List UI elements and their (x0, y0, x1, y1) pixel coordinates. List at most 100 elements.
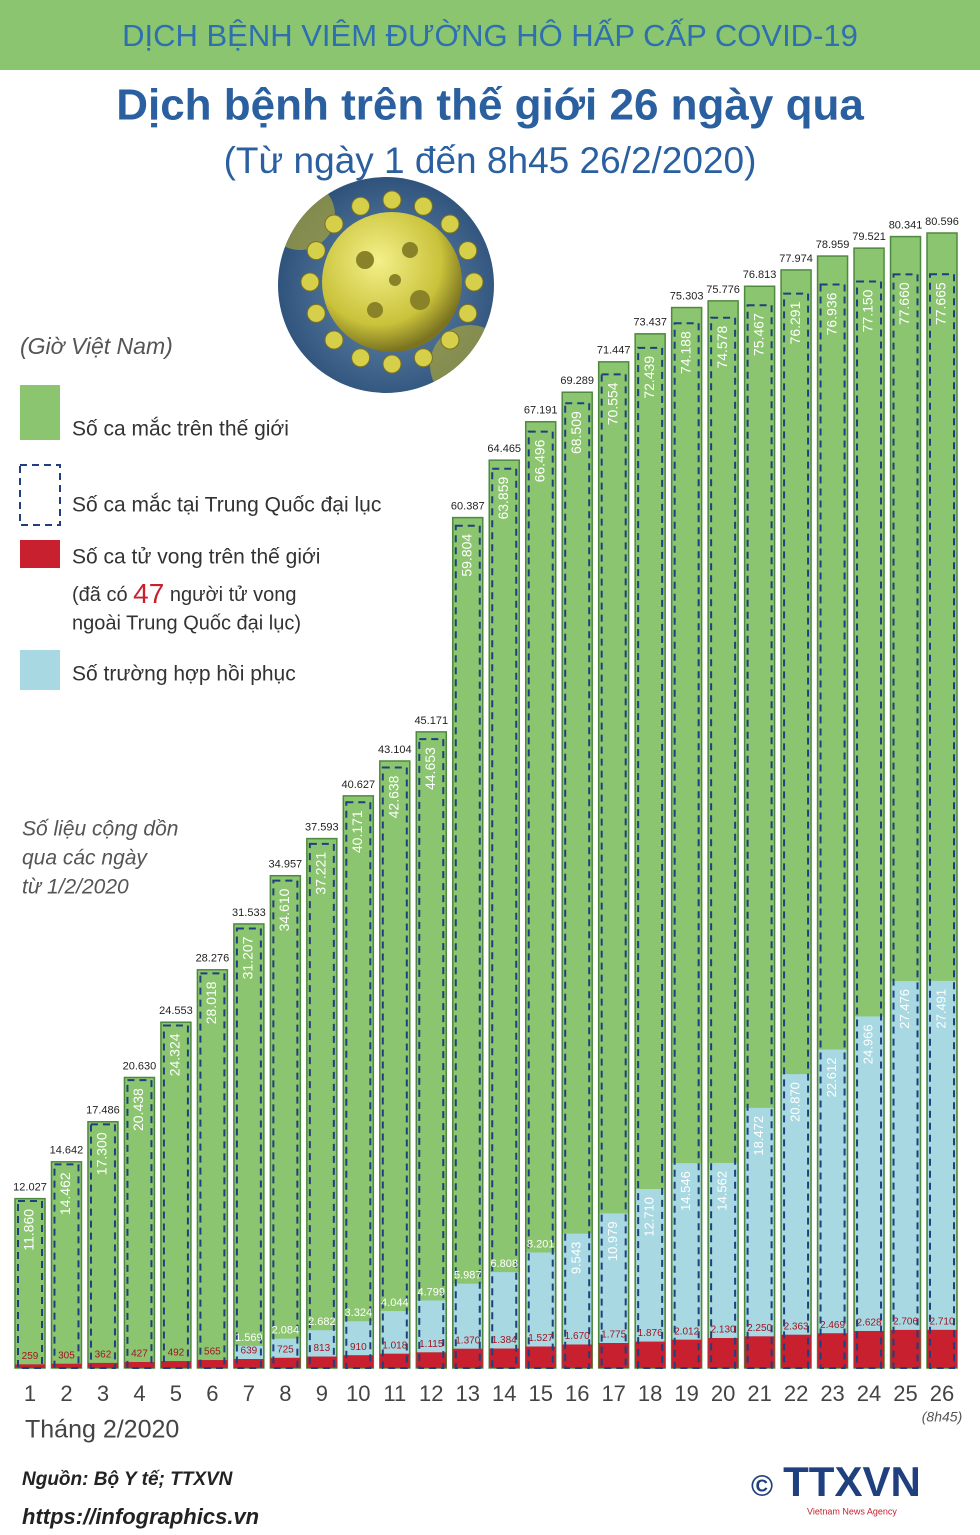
x-tick-label: 11 (383, 1381, 406, 1406)
x-tick-label: 2 (60, 1381, 72, 1406)
recovered-value-label: 2.084 (272, 1325, 300, 1337)
world-bar (415, 731, 448, 1369)
death-note: (đã có 47 người tử vong (72, 578, 297, 609)
china-value-label: 34.610 (276, 888, 292, 931)
x-tick-label: 1 (24, 1381, 36, 1406)
china-value-label: 74.578 (714, 326, 730, 369)
world-value-label: 76.813 (743, 269, 777, 281)
china-bar (819, 283, 846, 1370)
china-value-label: 76.936 (823, 292, 839, 335)
header: DỊCH BỆNH VIÊM ĐƯỜNG HÔ HẤP CẤP COVID-19 (122, 18, 858, 53)
china-value-label: 37.221 (313, 852, 329, 895)
recovered-bar (891, 981, 920, 1368)
url: https://infographics.vn (22, 1504, 259, 1529)
recovered-bar (855, 1016, 884, 1368)
recovered-bar (782, 1074, 811, 1368)
china-value-label: 11.860 (21, 1209, 37, 1251)
world-value-label: 20.630 (123, 1060, 157, 1072)
death-bar (87, 1362, 118, 1368)
world-bar (269, 874, 302, 1369)
x-tick-label: 16 (565, 1381, 589, 1406)
china-value-label: 40.171 (349, 810, 365, 853)
death-bar (671, 1339, 702, 1368)
header-band (0, 0, 980, 70)
china-value-label: 75.467 (750, 313, 766, 356)
death-value-label: 2.706 (893, 1317, 918, 1328)
china-bar (710, 316, 737, 1369)
legend-label: Số trường hợp hồi phục (72, 663, 296, 686)
death-value-label: 2.012 (674, 1326, 699, 1337)
china-value-label: 17.300 (94, 1132, 110, 1175)
death-bar (562, 1344, 593, 1368)
china-bar (345, 801, 372, 1369)
legend-swatch (20, 650, 60, 690)
death-value-label: 2.250 (747, 1323, 772, 1334)
china-value-label: 76.291 (787, 301, 803, 344)
world-bar (306, 837, 338, 1369)
death-bar (854, 1330, 885, 1368)
recovered-value-label: 4.044 (381, 1297, 409, 1309)
china-value-label: 72.439 (641, 356, 657, 399)
death-value-label: 565 (204, 1347, 221, 1358)
china-value-label: 20.438 (130, 1088, 146, 1131)
virus-image (278, 177, 494, 393)
recovered-value-label: 22.612 (824, 1058, 839, 1098)
recovered-value-label: 27.476 (897, 989, 912, 1029)
recovered-value-label: 12.710 (642, 1197, 657, 1237)
world-bar (488, 459, 520, 1369)
world-bar (233, 923, 265, 1369)
world-value-label: 64.465 (487, 443, 521, 455)
legend-swatch (19, 464, 61, 526)
recovered-value-label: 14.562 (715, 1171, 730, 1211)
death-bar (927, 1329, 957, 1368)
china-bar (637, 346, 664, 1369)
legend-label: Số ca mắc trên thế giới (72, 418, 289, 441)
china-bar (89, 1123, 116, 1370)
recovered-value-label: 4.799 (418, 1286, 446, 1298)
china-value-label: 42.638 (386, 775, 402, 818)
death-bar (452, 1348, 483, 1368)
bars: 12.02711.860259114.64214.462305217.48617… (13, 216, 962, 1425)
chart-subtitle: (Từ ngày 1 đến 8h45 26/2/2020) (224, 140, 757, 181)
death-bar (379, 1353, 410, 1368)
death-note-count: 47 (133, 578, 164, 609)
death-value-label: 2.710 (929, 1316, 954, 1327)
death-value-label: 639 (241, 1346, 258, 1357)
china-bar (308, 842, 335, 1369)
world-value-label: 77.974 (779, 253, 813, 265)
world-bar (196, 969, 229, 1369)
recovered-value-label: 2.682 (308, 1316, 336, 1328)
death-value-label: 1.018 (382, 1340, 407, 1351)
china-bar (17, 1199, 43, 1370)
china-bar (272, 879, 299, 1369)
x-axis-label: Tháng 2/2020 (25, 1416, 179, 1444)
recovered-bar (818, 1049, 847, 1368)
recovered-bar (928, 980, 956, 1368)
china-bar (162, 1024, 189, 1369)
world-value-label: 43.104 (378, 744, 412, 756)
death-bar (708, 1338, 739, 1368)
cumulative-note: Số liệu cộng dồn (22, 818, 178, 841)
china-bar (381, 766, 408, 1369)
legend-label: Số ca tử vong trên thế giới (72, 546, 320, 569)
recovered-value-label: 5.987 (454, 1270, 482, 1282)
death-value-label: 1.876 (638, 1328, 663, 1339)
china-value-label: 63.859 (495, 476, 511, 519)
death-bar (15, 1364, 45, 1368)
death-value-label: 1.370 (455, 1335, 480, 1346)
recovered-value-label: 14.546 (678, 1171, 693, 1211)
world-value-label: 75.303 (670, 290, 704, 302)
death-value-label: 2.469 (820, 1320, 845, 1331)
china-bar (600, 373, 627, 1370)
death-value-label: 1.115 (419, 1339, 444, 1350)
death-bar (416, 1352, 447, 1368)
china-bar (126, 1079, 153, 1370)
china-value-label: 24.324 (167, 1033, 183, 1076)
x-tick-label: 12 (419, 1381, 443, 1406)
china-bar (564, 402, 591, 1369)
death-bar (51, 1363, 82, 1368)
china-bar (929, 273, 955, 1370)
x-tick-label: 15 (528, 1381, 552, 1406)
x-tick-label: 6 (206, 1381, 218, 1406)
world-value-label: 45.171 (414, 715, 448, 727)
